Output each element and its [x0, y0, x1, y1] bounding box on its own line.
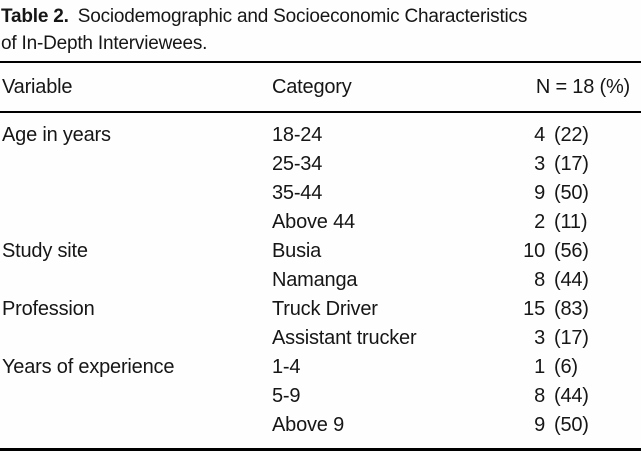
- n-percent: (6): [554, 356, 578, 378]
- n-count: 3: [534, 327, 545, 349]
- category-cell: Assistant trucker: [272, 327, 417, 349]
- n-cell: 10 (56): [505, 240, 594, 263]
- category-cell: Truck Driver: [272, 298, 378, 320]
- n-percent: (83): [554, 298, 589, 320]
- variable-cell: Age in years: [2, 124, 111, 146]
- n-percent: (50): [554, 414, 589, 436]
- category-cell: Above 44: [272, 211, 355, 233]
- table-rule-middle: [0, 111, 641, 113]
- variable-cell: Profession: [2, 298, 95, 320]
- n-cell: 4 (22): [505, 124, 594, 147]
- category-cell: Busia: [272, 240, 322, 262]
- table-row: Study site Busia 10 (56): [0, 237, 641, 266]
- category-cell: Namanga: [272, 269, 358, 291]
- n-cell: 8 (44): [505, 385, 594, 408]
- table-row: 5-9 8 (44): [0, 382, 641, 411]
- table-row: Years of experience 1-4 1 (6): [0, 353, 641, 382]
- table-caption-line2: of In-Depth Interviewees.: [1, 33, 208, 54]
- category-cell: 1-4: [272, 356, 301, 378]
- table-row: Profession Truck Driver 15 (83): [0, 295, 641, 324]
- table-header-row: Variable Category N = 18 (%): [0, 63, 641, 111]
- category-cell: 5-9: [272, 385, 301, 407]
- n-percent: (44): [554, 269, 589, 291]
- n-count: 8: [534, 385, 545, 407]
- n-cell: 9 (50): [505, 414, 594, 437]
- n-count: 1: [534, 356, 545, 378]
- n-count: 4: [534, 124, 545, 146]
- table-caption-line1: Sociodemographic and Socioeconomic Chara…: [77, 6, 528, 27]
- category-cell: 35-44: [272, 182, 323, 204]
- table-row: Namanga 8 (44): [0, 266, 641, 295]
- n-cell: 3 (17): [505, 327, 594, 350]
- n-percent: (44): [554, 385, 589, 407]
- n-count: 8: [534, 269, 545, 291]
- column-header-variable: Variable: [2, 75, 73, 98]
- category-cell: 18-24: [272, 124, 323, 146]
- n-cell: 2 (11): [505, 211, 594, 234]
- n-count: 9: [534, 182, 545, 204]
- table-rule-bottom: [0, 448, 641, 451]
- n-cell: 8 (44): [505, 269, 594, 292]
- n-percent: (17): [554, 153, 589, 175]
- table-rule-top: [0, 61, 641, 63]
- n-percent: (56): [554, 240, 589, 262]
- table-caption: Table 2. Sociodemographic and Socioeconom…: [0, 3, 641, 57]
- n-cell: 1 (6): [505, 356, 594, 379]
- n-count: 15: [523, 298, 545, 320]
- table-row: Age in years 18-24 4 (22): [0, 121, 641, 150]
- variable-cell: Study site: [2, 240, 88, 262]
- column-header-n: N = 18 (%): [535, 75, 630, 98]
- table-body: Age in years 18-24 4 (22) 25-34 3 (17) 35-…: [0, 113, 641, 440]
- table-caption-label: Table 2.: [1, 6, 69, 27]
- category-cell: Above 9: [272, 414, 344, 436]
- variable-cell: Years of experience: [2, 356, 175, 378]
- n-cell: 9 (50): [505, 182, 594, 205]
- n-percent: (17): [554, 327, 589, 349]
- n-cell: 15 (83): [505, 298, 594, 321]
- n-percent: (22): [554, 124, 589, 146]
- table-row: 35-44 9 (50): [0, 179, 641, 208]
- table-row: Assistant trucker 3 (17): [0, 324, 641, 353]
- category-cell: 25-34: [272, 153, 323, 175]
- n-percent: (11): [554, 211, 588, 233]
- n-count: 9: [534, 414, 545, 436]
- n-cell: 3 (17): [505, 153, 594, 176]
- n-percent: (50): [554, 182, 589, 204]
- column-header-category: Category: [272, 75, 352, 98]
- table-row: Above 9 9 (50): [0, 411, 641, 440]
- table-row: Above 44 2 (11): [0, 208, 641, 237]
- n-count: 10: [523, 240, 545, 262]
- table-row: 25-34 3 (17): [0, 150, 641, 179]
- n-count: 2: [534, 211, 545, 233]
- n-count: 3: [534, 153, 545, 175]
